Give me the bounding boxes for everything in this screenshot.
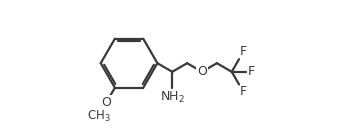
Text: F: F: [240, 45, 247, 58]
Text: O: O: [101, 96, 111, 109]
Text: CH$_3$: CH$_3$: [87, 108, 110, 124]
Text: NH$_2$: NH$_2$: [160, 90, 185, 105]
Text: O: O: [197, 65, 207, 78]
Text: F: F: [240, 85, 247, 98]
Text: F: F: [248, 65, 255, 78]
